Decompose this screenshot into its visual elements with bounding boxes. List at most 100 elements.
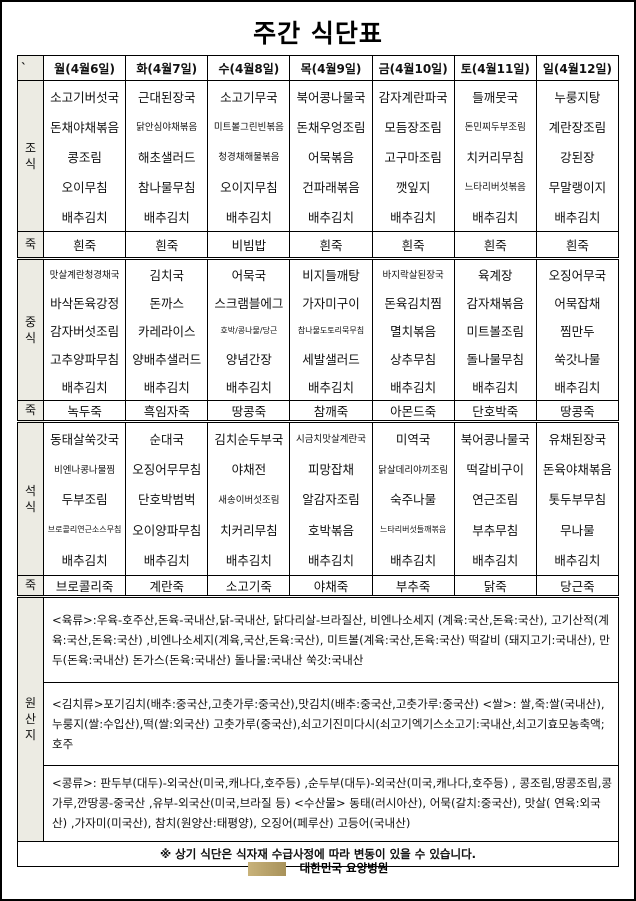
origin-cell: <육류>:우육-호주산,돈육-국내산,닭-국내산, 닭다리살-브라질산, 비엔나…	[43, 595, 619, 842]
meal-row: 중식 맛살계란청경채국 바삭돈육강정 감자버섯조림 고추양파무침 배추김치 김치국 돈까스 카레…	[17, 258, 620, 401]
meal-cell: 맛살계란청경채국 바삭돈육강정 감자버섯조림 고추양파무침 배추김치	[42, 258, 127, 401]
meal-cell: 육계장 감자채볶음 미트볼조림 돌나물무침 배추김치	[453, 258, 537, 401]
footer: 대한민국 요양병원	[0, 860, 636, 876]
menu-item: 두부조림	[61, 492, 108, 508]
menu-item: 브로콜리연근소스무침	[47, 524, 122, 534]
meal-row: 조식 소고기버섯국 돈채야채볶음 콩조림 오이무침 배추김치 근대된장국 닭안심야채볶음 해초샐…	[17, 80, 620, 232]
meal-cell: 동태살쑥갓국 비엔나콩나물찜 두부조림 브로콜리연근소스무침 배추김치	[42, 421, 127, 576]
juk-item: 계란죽	[125, 574, 209, 598]
juk-label: 죽	[17, 574, 44, 598]
juk-item: 부추죽	[371, 574, 455, 598]
menu-item: 배추김치	[225, 209, 272, 225]
menu-item: 참나물도토리묵무침	[297, 325, 365, 335]
menu-item: 배추김치	[307, 553, 354, 569]
juk-item: 녹두죽	[42, 400, 127, 423]
menu-item: 돈채야채볶음	[50, 119, 120, 135]
menu-item: 들깨뭇국	[472, 89, 519, 105]
origin-text: <육류>:우육-호주산,돈육-국내산,닭-국내산, 닭다리살-브라질산, 비엔나…	[52, 612, 610, 667]
menu-item: 감자버섯조림	[50, 323, 120, 339]
menu-item: 고구마조림	[384, 149, 442, 165]
meal-cell: 오징어무국 어묵잡채 찜만두 쑥갓나물 배추김치	[535, 258, 620, 401]
menu-item: 시금치맛살계란국	[296, 434, 366, 446]
origin-text: <김치류>포기김치(배추:중국산,고춧가루:중국산),맛김치(배추:중국산,고춧…	[52, 696, 605, 751]
menu-item: 돈채우엉조림	[296, 119, 366, 135]
menu-item: 단호박범벅	[137, 492, 196, 508]
juk-item: 흰죽	[289, 231, 373, 260]
menu-item: 가자미구이	[302, 295, 360, 311]
menu-item: 양념간장	[225, 351, 272, 367]
origin-row: 원산지 <육류>:우육-호주산,돈육-국내산,닭-국내산, 닭다리살-브라질산, …	[17, 595, 619, 842]
menu-item: 양배추샐러드	[132, 351, 202, 367]
juk-item: 땅콩죽	[535, 400, 620, 423]
juk-row: 죽 녹두죽 흑임자죽 땅콩죽 참깨죽 아몬드죽 단호박죽 땅콩죽	[17, 400, 620, 423]
menu-item: 비지들깨탕	[302, 267, 360, 283]
day-header: 월(4월6일)	[42, 55, 127, 81]
menu-item: 북어콩나물국	[296, 89, 366, 105]
menu-item: 누룽지탕	[554, 89, 601, 105]
menu-item: 배추김치	[472, 379, 519, 395]
juk-item: 흰죽	[453, 231, 537, 260]
meal-label-cell: 석식	[17, 421, 44, 576]
meal-cell: 감자계란파국 모듬장조림 고구마조림 깻잎지 배추김치	[371, 80, 455, 232]
menu-item: 배추김치	[307, 209, 354, 225]
meal-cell: 소고기무국 미트볼그린빈볶음 청경채해물볶음 오이지무침 배추김치	[207, 80, 291, 232]
meal-cell: 김치국 돈까스 카레라이스 양배추샐러드 배추김치	[125, 258, 209, 401]
origin-text: <콩류>: 판두부(대두)-외국산(미국,캐나다,호주등) ,순두부(대두)-외…	[52, 776, 613, 831]
menu-item: 무말랭이지	[548, 179, 607, 195]
menu-item: 돌나물무침	[466, 351, 525, 367]
juk-item: 땅콩죽	[207, 400, 291, 423]
meal-label: 조식	[24, 141, 37, 171]
menu-item: 떡갈비구이	[466, 462, 525, 478]
menu-item: 소고기버섯국	[50, 89, 120, 105]
menu-item: 톳두부무침	[548, 492, 607, 508]
menu-item: 비엔나콩나물찜	[53, 464, 116, 476]
meal-cell: 바지락살된장국 돈육김치찜 멸치볶음 상추무침 배추김치	[371, 258, 455, 401]
juk-item: 흰죽	[125, 231, 209, 260]
juk-item: 흑임자죽	[125, 400, 209, 423]
menu-item: 야채전	[231, 462, 267, 478]
menu-item: 배추김치	[554, 209, 601, 225]
juk-item: 흰죽	[42, 231, 127, 260]
origin-label-cell: 원산지	[17, 595, 44, 842]
menu-item: 배추김치	[61, 553, 108, 569]
meal-cell: 김치순두부국 야채전 새송이버섯조림 치커리무침 배추김치	[207, 421, 291, 576]
juk-label: 죽	[17, 400, 44, 423]
day-header: 금(4월10일)	[371, 55, 455, 81]
menu-item: 치커리무침	[466, 149, 525, 165]
menu-item: 어묵잡채	[554, 295, 601, 311]
menu-item: 세발샐러드	[302, 351, 360, 367]
menu-item: 닭살데리야끼조림	[378, 464, 449, 476]
juk-item: 소고기죽	[207, 574, 291, 598]
menu-item: 배추김치	[225, 553, 272, 569]
meal-cell: 근대된장국 닭안심야채볶음 해초샐러드 참나물무침 배추김치	[125, 80, 209, 232]
juk-item: 아몬드죽	[371, 400, 455, 423]
meal-cell: 들깨뭇국 돈민찌두부조림 치커리무침 느타리버섯볶음 배추김치	[453, 80, 537, 232]
meal-cell: 소고기버섯국 돈채야채볶음 콩조림 오이무침 배추김치	[42, 80, 127, 232]
menu-item: 오징어무국	[548, 267, 607, 283]
menu-item: 미역국	[395, 431, 431, 447]
menu-item: 배추김치	[61, 379, 108, 395]
juk-row: 죽 브로콜리죽 계란죽 소고기죽 야채죽 부추죽 닭죽 당근죽	[17, 574, 620, 598]
hospital-logo	[247, 861, 286, 876]
menu-item: 오이양파무침	[132, 522, 202, 538]
menu-item: 느타리버섯들깨볶음	[380, 524, 447, 534]
menu-item: 강된장	[560, 149, 595, 165]
page-title: 주간 식단표	[253, 19, 383, 48]
menu-item: 호박볶음	[307, 522, 354, 538]
menu-item: 해초샐러드	[137, 149, 196, 165]
meal-label: 중식	[24, 315, 37, 345]
meal-cell: 북어콩나물국 돈채우엉조림 어묵볶음 건파래볶음 배추김치	[289, 80, 373, 232]
meal-row: 석식 동태살쑥갓국 비엔나콩나물찜 두부조림 브로콜리연근소스무침 배추김치 순대국 오징어무…	[17, 421, 620, 576]
menu-item: 오이무침	[61, 179, 108, 195]
menu-item: 배추김치	[143, 379, 190, 395]
menu-item: 모듬장조림	[384, 119, 442, 135]
menu-item: 오징어무무침	[132, 462, 202, 478]
meal-cell: 어묵국 스크램블에그 호박/콩나물/당근 양념간장 배추김치	[207, 258, 291, 401]
juk-item: 당근죽	[535, 574, 620, 598]
menu-item: 닭안심야채볶음	[136, 122, 198, 133]
day-header: 수(4월8일)	[207, 55, 291, 81]
juk-item: 흰죽	[535, 231, 620, 260]
meal-cell: 누룽지탕 계란장조림 강된장 무말랭이지 배추김치	[535, 80, 620, 232]
menu-item: 바지락살된장국	[382, 270, 444, 281]
